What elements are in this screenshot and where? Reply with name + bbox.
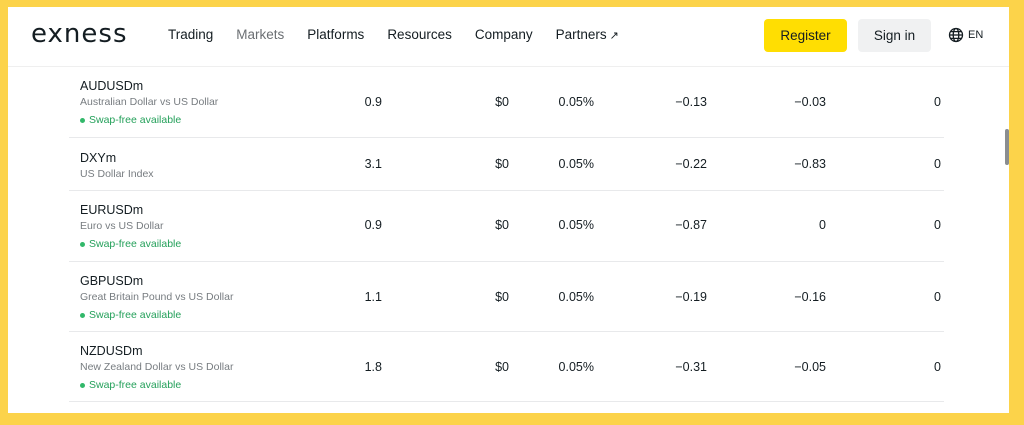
swap-free-badge: Swap-free available	[80, 309, 233, 321]
instrument-description: Australian Dollar vs US Dollar	[80, 96, 219, 108]
instrument-description: US Dollar Index	[80, 168, 154, 180]
table-row[interactable]: GBPUSDm Great Britain Pound vs US Dollar…	[69, 262, 944, 332]
instrument-symbol: AUDUSDm	[80, 79, 144, 93]
swap-short-value: −0.05	[794, 360, 826, 374]
instruments-table: AUDUSDm Australian Dollar vs US Dollar S…	[69, 67, 944, 402]
instrument-cell: GBPUSDm Great Britain Pound vs US Dollar…	[80, 274, 233, 321]
swap-free-label: Swap-free available	[89, 379, 182, 391]
extra-value: 0	[934, 95, 941, 109]
commission-value: $0	[495, 218, 509, 232]
swap-free-badge: Swap-free available	[80, 238, 181, 250]
swap-short-value: 0	[819, 218, 826, 232]
nav-partners[interactable]: Partners ↗	[556, 27, 619, 42]
extra-value: 0	[934, 360, 941, 374]
nav-label: Markets	[236, 27, 285, 42]
site-header: exness Trading Markets Platforms Resourc…	[8, 7, 1009, 67]
nav-label: Trading	[168, 27, 214, 42]
nav-label: Company	[474, 27, 533, 42]
swap-free-label: Swap-free available	[89, 114, 182, 126]
green-dot-icon	[80, 382, 85, 388]
nav-trading[interactable]: Trading	[168, 27, 213, 42]
nav-label: Resources	[387, 27, 452, 42]
instrument-cell: EURUSDm Euro vs US Dollar Swap-free avai…	[80, 203, 181, 250]
nav-label: Platforms	[307, 27, 365, 42]
green-dot-icon	[80, 241, 85, 247]
swap-free-label: Swap-free available	[89, 309, 182, 321]
browser-viewport: exness Trading Markets Platforms Resourc…	[8, 7, 1009, 413]
language-code: EN	[968, 29, 984, 41]
margin-value: 0.05%	[558, 218, 594, 232]
nav-markets[interactable]: Markets	[236, 27, 284, 42]
exness-logo[interactable]: exness	[31, 19, 128, 49]
instrument-cell: DXYm US Dollar Index	[80, 151, 154, 180]
instrument-description: Euro vs US Dollar	[80, 220, 164, 232]
instrument-symbol: NZDUSDm	[80, 344, 143, 358]
sign-in-button[interactable]: Sign in	[858, 19, 931, 52]
swap-long-value: −0.87	[675, 218, 707, 232]
green-dot-icon	[80, 312, 85, 318]
table-row[interactable]: NZDUSDm New Zealand Dollar vs US Dollar …	[69, 332, 944, 402]
spread-value: 1.8	[364, 360, 382, 374]
swap-long-value: −0.13	[675, 95, 707, 109]
swap-free-badge: Swap-free available	[80, 379, 233, 391]
external-arrow-icon: ↗	[609, 30, 619, 42]
swap-short-value: −0.16	[794, 290, 826, 304]
instrument-cell: NZDUSDm New Zealand Dollar vs US Dollar …	[80, 344, 233, 391]
extra-value: 0	[934, 157, 941, 171]
swap-long-value: −0.19	[675, 290, 707, 304]
instrument-description: Great Britain Pound vs US Dollar	[80, 291, 234, 303]
scrollbar-thumb[interactable]	[1005, 129, 1009, 165]
commission-value: $0	[495, 95, 509, 109]
table-row[interactable]: DXYm US Dollar Index 3.1 $0 0.05% −0.22 …	[69, 138, 944, 191]
commission-value: $0	[495, 290, 509, 304]
instrument-symbol: GBPUSDm	[80, 274, 144, 288]
swap-free-badge: Swap-free available	[80, 114, 218, 126]
commission-value: $0	[495, 157, 509, 171]
nav-label: Partners	[555, 27, 607, 42]
instrument-description: New Zealand Dollar vs US Dollar	[80, 361, 234, 373]
register-button[interactable]: Register	[764, 19, 847, 52]
spread-value: 1.1	[364, 290, 382, 304]
swap-long-value: −0.31	[675, 360, 707, 374]
swap-free-label: Swap-free available	[89, 238, 182, 250]
swap-short-value: −0.03	[794, 95, 826, 109]
commission-value: $0	[495, 360, 509, 374]
spread-value: 0.9	[364, 95, 382, 109]
swap-short-value: −0.83	[794, 157, 826, 171]
nav-platforms[interactable]: Platforms	[307, 27, 364, 42]
extra-value: 0	[934, 218, 941, 232]
nav-company[interactable]: Company	[475, 27, 533, 42]
margin-value: 0.05%	[558, 157, 594, 171]
table-row[interactable]: EURUSDm Euro vs US Dollar Swap-free avai…	[69, 191, 944, 262]
margin-value: 0.05%	[558, 95, 594, 109]
margin-value: 0.05%	[558, 360, 594, 374]
extra-value: 0	[934, 290, 941, 304]
instrument-symbol: EURUSDm	[80, 203, 144, 217]
instrument-symbol: DXYm	[80, 151, 117, 165]
main-nav: Trading Markets Platforms Resources Comp…	[168, 27, 642, 42]
instrument-cell: AUDUSDm Australian Dollar vs US Dollar S…	[80, 79, 218, 126]
spread-value: 0.9	[364, 218, 382, 232]
nav-resources[interactable]: Resources	[387, 27, 452, 42]
language-selector[interactable]: EN	[948, 27, 983, 43]
green-dot-icon	[80, 117, 85, 123]
globe-icon	[948, 27, 964, 43]
swap-long-value: −0.22	[675, 157, 707, 171]
margin-value: 0.05%	[558, 290, 594, 304]
table-row[interactable]: AUDUSDm Australian Dollar vs US Dollar S…	[69, 67, 944, 138]
spread-value: 3.1	[364, 157, 382, 171]
